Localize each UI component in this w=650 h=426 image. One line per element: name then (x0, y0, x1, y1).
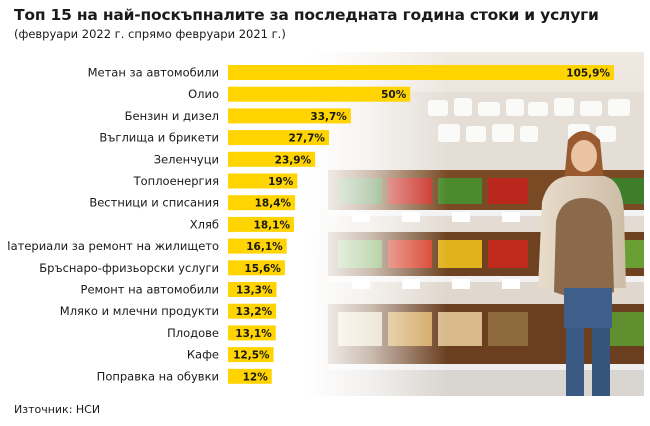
value-label: 18,1% (254, 219, 291, 231)
bar (228, 347, 274, 363)
bar (228, 151, 316, 167)
category-label: Вестници и списания (89, 196, 219, 210)
bar (228, 173, 298, 189)
bar (228, 260, 285, 276)
value-label: 33,7% (310, 111, 347, 123)
shopper-figure (538, 131, 626, 396)
value-label: 13,2% (236, 306, 273, 318)
category-label: Хляб (190, 217, 219, 231)
bar (228, 130, 329, 146)
value-label: 23,9% (275, 154, 312, 166)
value-label: 13,1% (235, 328, 272, 340)
category-label: Олио (188, 87, 219, 101)
bar (228, 238, 287, 254)
category-label: Поправка на обувки (97, 369, 219, 383)
value-label: 105,9% (566, 68, 610, 80)
category-label: Бръснаро-фризьорски услуги (39, 261, 219, 275)
value-label: 18,4% (255, 198, 292, 210)
bar (228, 65, 614, 80)
category-label: Кафе (187, 348, 219, 362)
bar (228, 303, 277, 319)
value-label: 12,5% (233, 350, 270, 362)
category-label: Бензин и дизел (125, 109, 219, 123)
bar (228, 325, 276, 341)
source-note: Източник: НСИ (14, 403, 101, 416)
bar (228, 368, 272, 384)
bar (228, 108, 351, 124)
category-label: Плодове (167, 326, 219, 340)
category-label: Мляко и млечни продукти (60, 304, 219, 318)
chart-panel: Метан за автомобили 105,9% Олио 50% Бензин и… (8, 52, 644, 396)
value-label: 16,1% (246, 241, 283, 253)
market-background-image (308, 52, 644, 396)
value-label: 50% (381, 89, 407, 101)
bar (228, 282, 277, 297)
value-label: 19% (268, 176, 294, 188)
bar (228, 195, 296, 211)
bar (228, 216, 294, 232)
bar (228, 86, 411, 102)
value-label: 13,3% (236, 285, 273, 297)
category-label: Зеленчуци (154, 152, 219, 166)
category-label: Въглища и брикети (99, 131, 219, 145)
value-label: 27,7% (289, 133, 326, 145)
category-label: Ремонт на автомобили (81, 283, 219, 297)
value-label: 12% (243, 371, 269, 383)
category-label: Метан за автомобили (88, 66, 219, 80)
category-label: Топлоенергия (133, 174, 219, 188)
bar-chart: Метан за автомобили 105,9% Олио 50% Бензин и… (8, 52, 644, 396)
chart-title: Топ 15 на най-поскъпналите за последната… (14, 6, 599, 24)
category-label: Материали за ремонт на жилището (8, 239, 219, 253)
bars-layer: Метан за автомобили 105,9% Олио 50% Бензин и… (8, 65, 614, 384)
value-label: 15,6% (244, 263, 281, 275)
chart-subtitle: (февруари 2022 г. спрямо февруари 2021 г… (14, 27, 286, 41)
